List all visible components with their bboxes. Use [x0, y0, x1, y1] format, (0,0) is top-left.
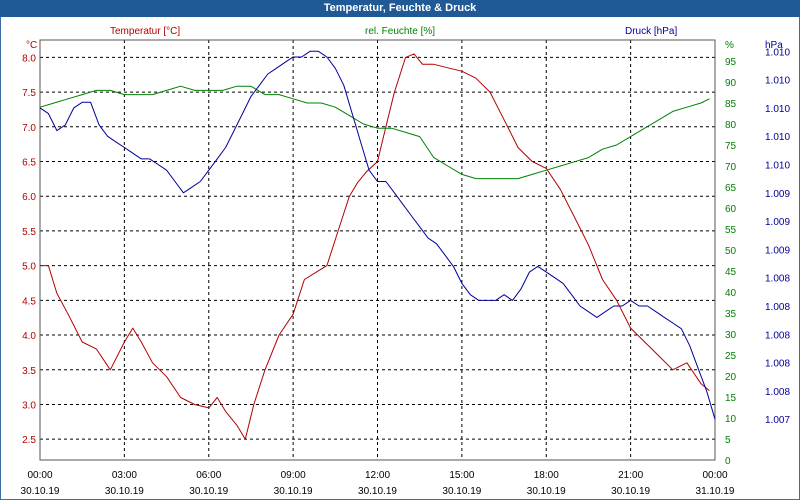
tick-labels: 00:00 30.10.19 03:00 30.10.19 06:00 30.10.19 0…: [21, 47, 791, 497]
series-group: [39, 50, 716, 440]
y-tick-pressure: 1.010: [765, 161, 790, 172]
x-tick-date: 30.10.19: [274, 486, 313, 497]
x-tick-date: 31.10.19: [696, 486, 735, 497]
y-tick-humidity: 65: [725, 183, 737, 194]
y-tick-humidity: 35: [725, 309, 737, 320]
y-tick-pressure: 1.009: [765, 217, 790, 228]
y-tick-pressure: 1.008: [765, 387, 790, 398]
x-tick-time: 03:00: [112, 470, 137, 481]
plot-area-border: [39, 39, 716, 461]
x-tick-time: 12:00: [365, 470, 390, 481]
y-tick-humidity: 25: [725, 351, 737, 362]
y-tick-temperature: 5.5: [22, 227, 36, 238]
series-line-druck: [39, 50, 716, 420]
y-tick-pressure: 1.009: [765, 245, 790, 256]
y-tick-humidity: 0: [725, 456, 731, 467]
y-tick-temperature: 8.0: [22, 53, 36, 64]
x-tick-time: 00:00: [702, 470, 727, 481]
x-tick-time: 21:00: [618, 470, 643, 481]
middle-axis-unit: %: [725, 40, 734, 51]
y-tick-humidity: 20: [725, 372, 737, 383]
x-tick-date: 30.10.19: [358, 486, 397, 497]
y-tick-humidity: 60: [725, 204, 737, 215]
x-tick-time: 15:00: [449, 470, 474, 481]
x-tick-time: 00:00: [27, 470, 52, 481]
series-line-temperatur: [40, 53, 710, 440]
y-tick-humidity: 95: [725, 57, 737, 68]
y-tick-temperature: 6.5: [22, 157, 36, 168]
y-tick-pressure: 1.010: [765, 47, 790, 58]
y-tick-pressure: 1.008: [765, 330, 790, 341]
legend-pressure: Druck [hPa]: [625, 26, 677, 37]
y-tick-humidity: 50: [725, 246, 737, 257]
chart-title: Temperatur, Feuchte & Druck: [0, 0, 800, 17]
left-axis-unit: °C: [26, 40, 37, 51]
y-tick-temperature: 2.5: [22, 435, 36, 446]
y-tick-humidity: 85: [725, 99, 737, 110]
y-tick-pressure: 1.009: [765, 189, 790, 200]
y-tick-humidity: 40: [725, 288, 737, 299]
y-tick-pressure: 1.010: [765, 76, 790, 87]
y-tick-pressure: 1.010: [765, 132, 790, 143]
y-tick-humidity: 5: [725, 435, 731, 446]
y-tick-temperature: 7.5: [22, 88, 36, 99]
y-tick-humidity: 80: [725, 120, 737, 131]
y-tick-pressure: 1.008: [765, 302, 790, 313]
x-tick-date: 30.10.19: [611, 486, 650, 497]
y-tick-temperature: 4.0: [22, 331, 36, 342]
legend-humidity: rel. Feuchte [%]: [365, 26, 435, 37]
y-tick-pressure: 1.007: [765, 415, 790, 426]
x-tick-date: 30.10.19: [527, 486, 566, 497]
y-tick-humidity: 90: [725, 78, 737, 89]
y-tick-humidity: 30: [725, 330, 737, 341]
y-tick-humidity: 15: [725, 393, 737, 404]
y-tick-temperature: 5.0: [22, 262, 36, 273]
grid: [39, 40, 715, 461]
y-tick-humidity: 55: [725, 225, 737, 236]
y-tick-temperature: 4.5: [22, 296, 36, 307]
series-line-rel-feuchte: [39, 85, 710, 180]
y-tick-humidity: 70: [725, 162, 737, 173]
x-tick-date: 30.10.19: [442, 486, 481, 497]
x-tick-date: 30.10.19: [105, 486, 144, 497]
x-tick-time: 09:00: [281, 470, 306, 481]
y-tick-temperature: 6.0: [22, 192, 36, 203]
legend-temperature: Temperatur [°C]: [110, 26, 180, 37]
y-tick-humidity: 75: [725, 141, 737, 152]
y-tick-temperature: 3.5: [22, 366, 36, 377]
x-tick-date: 30.10.19: [189, 486, 228, 497]
y-tick-pressure: 1.010: [765, 104, 790, 115]
x-tick-date: 30.10.19: [21, 486, 60, 497]
y-tick-temperature: 7.0: [22, 123, 36, 134]
x-tick-time: 18:00: [534, 470, 559, 481]
right-axis-unit: hPa: [765, 40, 783, 51]
y-tick-pressure: 1.008: [765, 274, 790, 285]
y-tick-pressure: 1.008: [765, 359, 790, 370]
y-tick-humidity: 10: [725, 414, 737, 425]
y-tick-temperature: 3.0: [22, 400, 36, 411]
y-tick-humidity: 45: [725, 267, 737, 278]
x-tick-time: 06:00: [196, 470, 221, 481]
